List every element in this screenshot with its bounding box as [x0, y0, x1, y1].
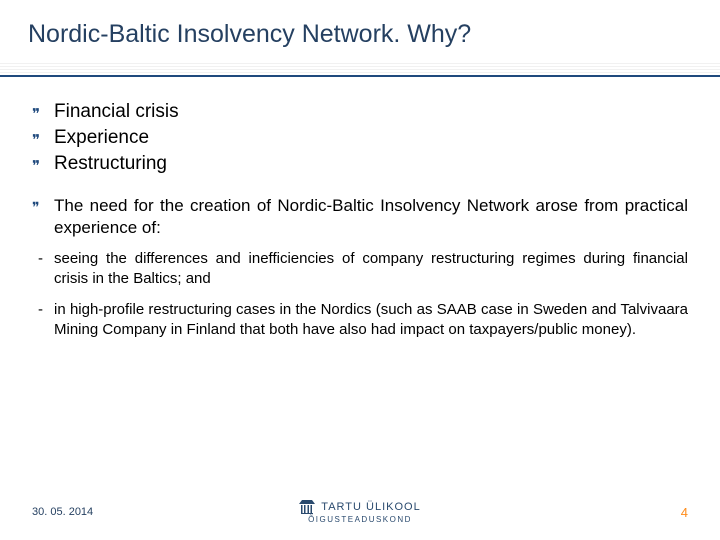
page-number: 4	[588, 505, 688, 520]
bullet-text: Experience	[54, 127, 688, 149]
bullet-text: Restructuring	[54, 153, 688, 175]
title-divider	[0, 63, 720, 83]
dash-text: in high-profile restructuring cases in t…	[54, 300, 688, 341]
dash-item: - in high-profile restructuring cases in…	[32, 300, 688, 341]
pillars-icon	[299, 500, 315, 514]
bullet-item: ❞ Financial crisis	[32, 101, 688, 123]
org-sub: ÕIGUSTEADUSKOND	[308, 515, 412, 524]
bullet-text: Financial crisis	[54, 101, 688, 123]
dash-item: - seeing the differences and inefficienc…	[32, 249, 688, 290]
bullet-icon: ❞	[32, 195, 54, 216]
slide-title: Nordic-Baltic Insolvency Network. Why?	[28, 20, 692, 49]
dash-icon: -	[32, 249, 54, 269]
paragraph-item: ❞ The need for the creation of Nordic-Ba…	[32, 195, 688, 239]
content-area: ❞ Financial crisis ❞ Experience ❞ Restru…	[28, 101, 692, 340]
footer-date: 30. 05. 2014	[32, 506, 132, 518]
footer-logo: TARTU ÜLIKOOL ÕIGUSTEADUSKOND	[132, 500, 588, 524]
org-name: TARTU ÜLIKOOL	[321, 501, 420, 513]
dash-text: seeing the differences and inefficiencie…	[54, 249, 688, 290]
paragraph-text: The need for the creation of Nordic-Balt…	[54, 195, 688, 239]
bullet-item: ❞ Experience	[32, 127, 688, 149]
bullet-item: ❞ Restructuring	[32, 153, 688, 175]
footer: 30. 05. 2014 TARTU ÜLIKOOL ÕIGUSTEADUSKO…	[0, 500, 720, 524]
bullet-icon: ❞	[32, 153, 54, 175]
bullet-icon: ❞	[32, 127, 54, 149]
bullet-icon: ❞	[32, 101, 54, 123]
org-logo: TARTU ÜLIKOOL	[299, 500, 420, 514]
dash-icon: -	[32, 300, 54, 320]
slide: Nordic-Baltic Insolvency Network. Why? ❞…	[0, 0, 720, 540]
